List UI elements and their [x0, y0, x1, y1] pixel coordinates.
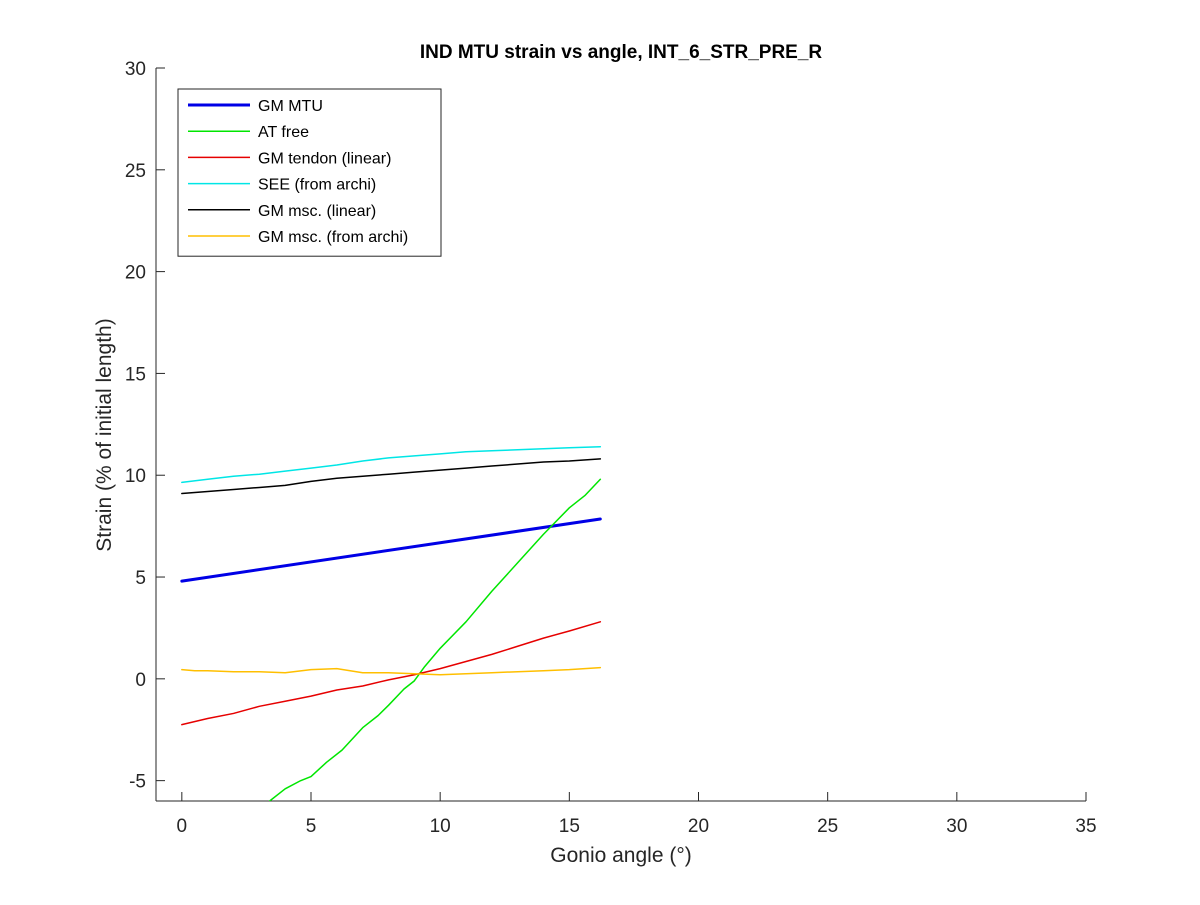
x-tick-label: 35 [1075, 816, 1096, 837]
legend-entry-label: AT free [258, 124, 309, 141]
y-axis-ticks: -5 0 5 10 15 20 25 30 [125, 59, 165, 793]
x-tick-label: 5 [306, 816, 317, 837]
y-tick-label: -5 [129, 772, 146, 793]
x-tick-label: 30 [946, 816, 967, 837]
series-line-at-free [268, 478, 602, 801]
chart-title: IND MTU strain vs angle, INT_6_STR_PRE_R [420, 42, 823, 63]
y-tick-label: 15 [125, 364, 146, 385]
series-line-gm-tendon-linear [181, 621, 602, 726]
legend-entry-label: SEE (from archi) [258, 177, 376, 194]
legend-box [177, 88, 442, 257]
legend-entry-label: GM msc. (linear) [258, 203, 376, 220]
x-tick-label: 0 [177, 816, 188, 837]
series-line-gm-msc-from-archi [181, 666, 602, 676]
x-tick-label: 25 [817, 816, 838, 837]
legend: GM MTU AT free GM tendon (linear) SEE (from… [177, 88, 442, 257]
y-tick-label: 10 [125, 466, 146, 487]
legend-entry-label: GM msc. (from archi) [258, 229, 408, 246]
y-axis-label: Strain (% of initial length) [93, 318, 116, 551]
x-axis-label: Gonio angle (°) [550, 844, 691, 867]
series-line-gm-mtu [180, 517, 602, 583]
axes: 0 5 10 15 20 25 30 35 -5 0 5 10 15 20 25 30 [125, 59, 1097, 837]
series-line-gm-msc-linear [181, 458, 602, 495]
y-tick-label: 25 [125, 161, 146, 182]
x-tick-label: 10 [430, 816, 451, 837]
plot-area [180, 445, 602, 801]
legend-entry-label: GM tendon (linear) [258, 150, 391, 167]
y-tick-label: 5 [135, 568, 146, 589]
y-tick-label: 30 [125, 59, 146, 80]
x-axis-ticks: 0 5 10 15 20 25 30 35 [177, 792, 1097, 837]
x-tick-label: 20 [688, 816, 709, 837]
y-tick-label: 20 [125, 263, 146, 284]
series-line-see-from-archi [181, 445, 602, 484]
y-tick-label: 0 [135, 670, 146, 691]
legend-entry-label: GM MTU [258, 98, 323, 115]
x-tick-label: 15 [559, 816, 580, 837]
